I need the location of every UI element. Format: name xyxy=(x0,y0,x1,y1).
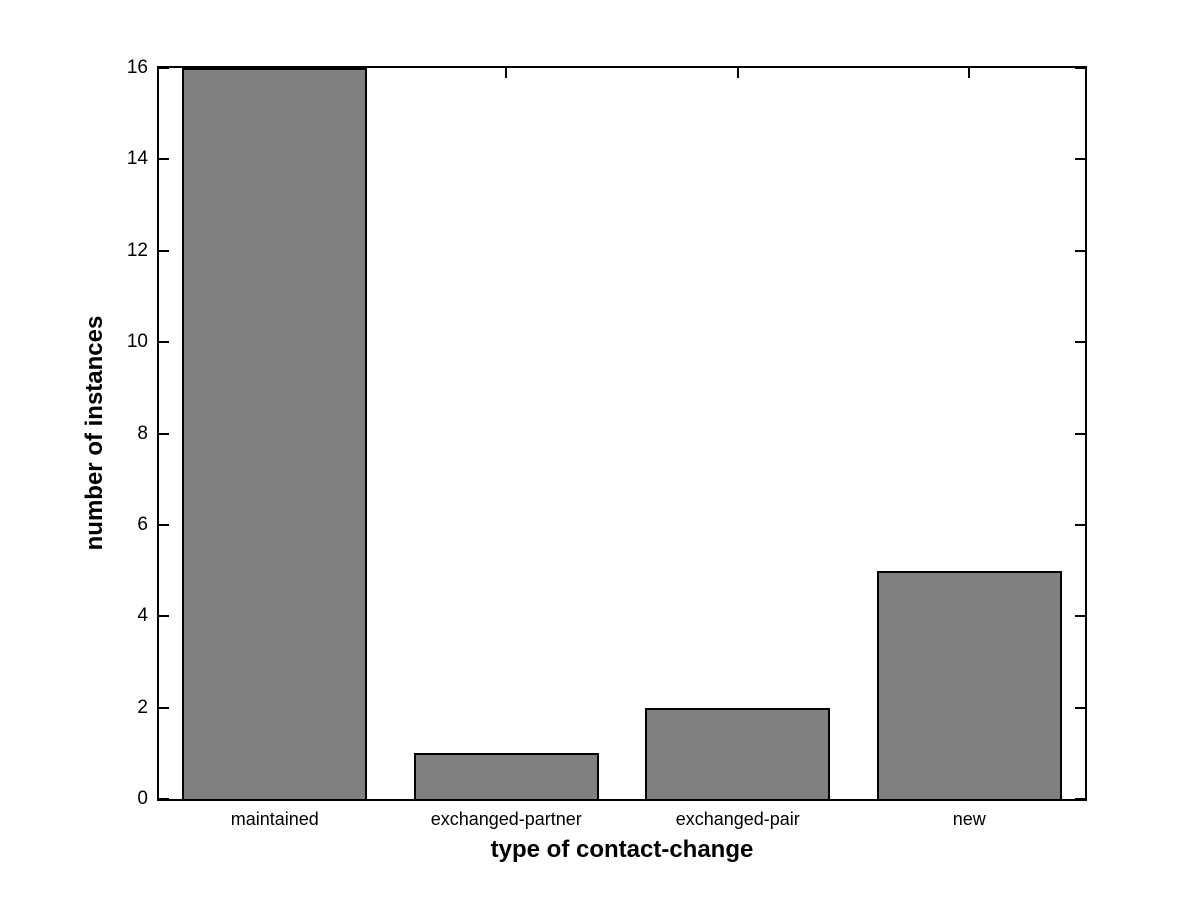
x-tick-label-new: new xyxy=(952,809,986,829)
y-tick-label-2: 2 xyxy=(137,696,148,718)
y-tick-label-10: 10 xyxy=(126,331,148,353)
y-axis-tick-left xyxy=(159,615,169,618)
x-axis-tick-top xyxy=(968,68,971,78)
plot-area xyxy=(157,66,1087,801)
y-axis-tick-right xyxy=(1075,249,1085,252)
y-tick-label-8: 8 xyxy=(137,422,148,444)
y-axis-tick-right xyxy=(1075,158,1085,161)
y-axis-tick-left xyxy=(159,798,169,800)
y-tick-label-4: 4 xyxy=(137,605,148,627)
y-axis-tick-left xyxy=(159,341,169,344)
y-tick-label-12: 12 xyxy=(126,239,148,261)
bar-new xyxy=(876,570,1062,799)
y-axis-tick-left xyxy=(159,158,169,161)
y-tick-label-16: 16 xyxy=(126,57,148,78)
x-tick-label-exchanged-pair: exchanged-pair xyxy=(675,809,800,829)
y-tick-label-0: 0 xyxy=(137,788,148,809)
y-axis-tick-right xyxy=(1075,432,1085,435)
y-axis-tick-left xyxy=(159,706,169,709)
y-axis-tick-right xyxy=(1075,67,1085,69)
y-axis-tick-right xyxy=(1075,615,1085,618)
x-axis-tick-top xyxy=(736,68,739,78)
bar-exchanged-pair xyxy=(645,707,831,799)
y-tick-label-14: 14 xyxy=(126,148,148,170)
bar-maintained xyxy=(182,68,368,799)
y-axis-tick-right xyxy=(1075,798,1085,800)
y-axis-tick-right xyxy=(1075,706,1085,709)
x-tick-label-exchanged-partner: exchanged-partner xyxy=(430,809,582,829)
y-axis-tick-right xyxy=(1075,523,1085,526)
y-tick-label-6: 6 xyxy=(137,513,148,535)
y-axis-tick-left xyxy=(159,67,169,69)
y-axis-tick-left xyxy=(159,249,169,252)
x-axis-tick-top xyxy=(505,68,508,78)
y-axis-tick-left xyxy=(159,432,169,435)
x-tick-label-maintained: maintained xyxy=(230,809,319,829)
y-axis-label: number of instances xyxy=(81,315,108,551)
bar-exchanged-partner xyxy=(413,753,599,799)
y-axis-tick-right xyxy=(1075,341,1085,344)
y-axis-tick-left xyxy=(159,523,169,526)
x-axis-label: type of contact-change xyxy=(490,836,754,863)
